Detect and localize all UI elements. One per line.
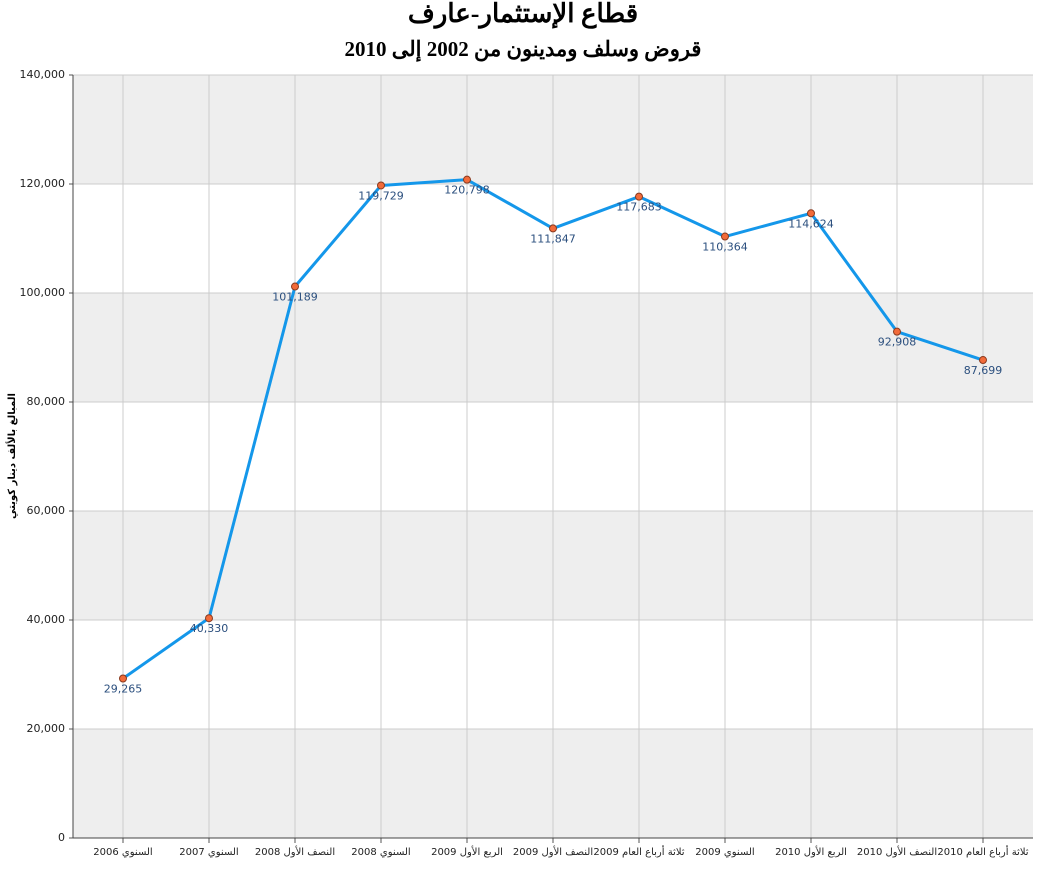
data-label: 111,847 [530,232,576,245]
data-point [549,224,557,233]
data-point [635,192,643,201]
data-point [377,181,385,190]
data-point [979,356,987,365]
y-tick-label: 60,000 [27,504,66,517]
data-point [463,175,471,184]
data-label: 40,330 [190,622,229,635]
x-tick-label: السنوي 2007 [179,847,238,858]
x-tick-label: ثلاثة أرباع العام 2009 [593,845,684,858]
x-tick-label: النصف الأول 2010 [857,845,937,858]
y-tick-label: 40,000 [27,613,66,626]
data-label: 114,624 [788,217,834,230]
data-label: 119,729 [358,189,404,202]
data-point [721,232,729,241]
y-tick-label: 140,000 [20,68,66,81]
data-point [291,282,299,291]
data-label: 120,798 [444,184,490,197]
data-label: 110,364 [702,241,748,254]
data-point [807,209,815,218]
y-tick-label: 120,000 [20,177,66,190]
chart-title: قطاع الإستثمار-عارف [408,0,638,29]
x-tick-label: السنوي 2009 [695,847,754,858]
y-tick-label: 20,000 [27,722,66,735]
chart-subtitle: قروض وسلف ومدينون من 2002 إلى 2010 [345,37,702,62]
y-tick-label: 100,000 [20,286,66,299]
x-tick-label: السنوي 2006 [93,847,152,858]
data-point [205,614,213,623]
y-tick-label: 80,000 [27,395,66,408]
x-tick-label: السنوي 2008 [351,847,410,858]
data-label: 101,189 [272,291,318,304]
y-tick-label: 0 [58,831,65,844]
x-tick-label: النصف الأول 2008 [255,845,335,858]
data-label: 117,683 [616,201,662,214]
x-tick-label: ثلاثة أرباع العام 2010 [937,845,1028,858]
data-label: 92,908 [878,336,917,349]
data-point [119,674,127,683]
y-axis-label: المبالغ بالألف دينار كويتي [5,393,18,519]
x-tick-label: الربع الأول 2010 [775,845,847,858]
x-tick-label: الربع الأول 2009 [431,845,503,858]
data-label: 29,265 [104,683,143,696]
x-tick-label: النصف الأول 2009 [513,845,593,858]
data-point [893,327,901,336]
data-label: 87,699 [964,364,1003,377]
